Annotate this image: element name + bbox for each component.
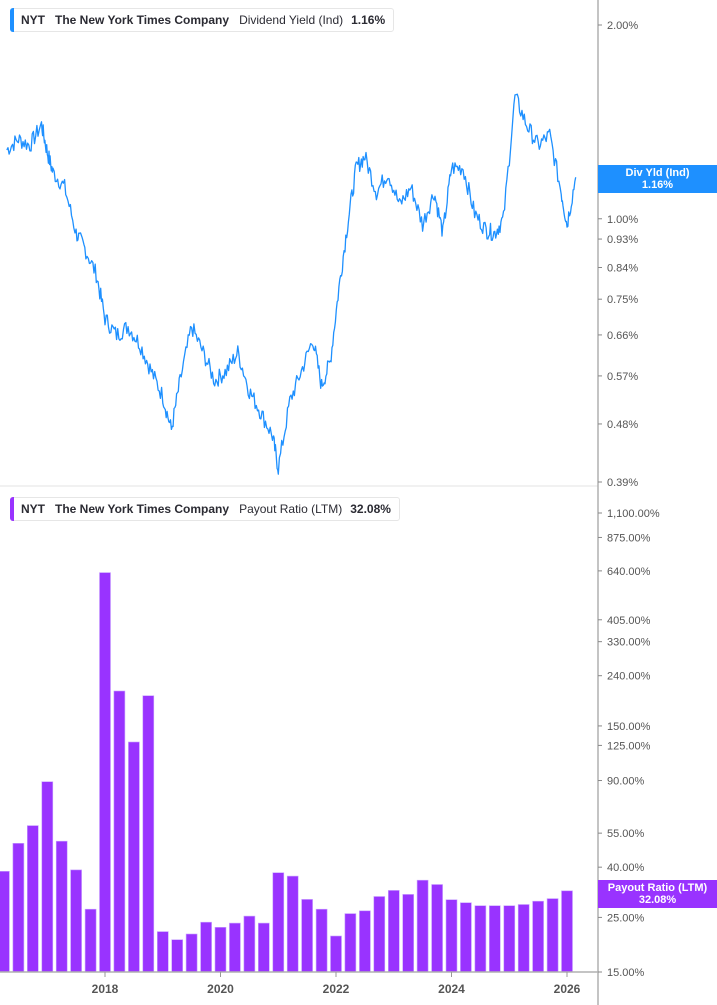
bar xyxy=(99,572,111,973)
bar xyxy=(301,899,313,973)
bar xyxy=(402,894,415,973)
y-axis-ticks: 2.00% 1.00% 0.93% 0.84% 0.75% 0.66% 0.57% 0.48%… xyxy=(598,20,660,979)
bar xyxy=(171,939,183,973)
bar xyxy=(41,781,54,973)
dividend-yield-current-tag: Div Yld (Ind) 1.16% xyxy=(598,165,717,193)
bar xyxy=(12,842,25,973)
legend-ticker: NYT xyxy=(21,13,45,27)
y-tick-label: 40.00% xyxy=(607,862,645,874)
y-tick-label: 125.00% xyxy=(607,740,651,752)
y-tick-label: 240.00% xyxy=(607,671,651,683)
y-tick-label: 330.00% xyxy=(607,637,651,649)
bar xyxy=(431,884,443,973)
y-tick-label: 0.84% xyxy=(607,263,638,275)
y-tick-label: 1,100.00% xyxy=(607,508,660,520)
tag-label: Div Yld (Ind) xyxy=(625,167,690,179)
x-tick-label: 2020 xyxy=(207,982,234,996)
payout-ratio-current-tag: Payout Ratio (LTM) 32.08% xyxy=(598,880,717,908)
bar xyxy=(344,913,357,973)
legend-ticker: NYT xyxy=(21,502,45,516)
bar xyxy=(70,869,82,973)
y-tick-label: 90.00% xyxy=(607,776,645,788)
bar xyxy=(330,935,342,973)
x-tick-label: 2024 xyxy=(438,982,465,996)
bar xyxy=(445,899,458,973)
legend-value: 32.08% xyxy=(350,502,391,516)
bar xyxy=(272,872,285,973)
y-tick-label: 25.00% xyxy=(607,912,645,924)
bar xyxy=(503,905,516,973)
bar xyxy=(0,870,10,973)
payout-ratio-bars xyxy=(0,572,573,973)
dividend-yield-legend[interactable]: NYT The New York Times Company Dividend … xyxy=(10,8,395,32)
x-axis-ticks: 2018 2020 2022 2024 2026 xyxy=(92,972,581,996)
x-tick-label: 2018 xyxy=(92,982,119,996)
bar xyxy=(286,875,299,973)
y-tick-label: 1.00% xyxy=(607,214,638,226)
y-tick-label: 150.00% xyxy=(607,721,651,733)
y-tick-label: 55.00% xyxy=(607,828,645,840)
bar xyxy=(315,908,328,973)
y-tick-label: 15.00% xyxy=(607,967,645,979)
y-tick-label: 0.66% xyxy=(607,330,638,342)
bar xyxy=(185,933,198,973)
y-tick-label: 640.00% xyxy=(607,566,651,578)
y-tick-label: 405.00% xyxy=(607,615,651,627)
tag-value: 1.16% xyxy=(641,179,674,191)
y-tick-label: 875.00% xyxy=(607,532,651,544)
y-tick-label: 0.75% xyxy=(607,294,638,306)
bar xyxy=(84,908,97,973)
bar xyxy=(257,922,270,973)
bar xyxy=(460,902,472,973)
bar xyxy=(26,825,39,973)
bar xyxy=(229,922,241,973)
bar xyxy=(214,926,227,973)
legend-company: The New York Times Company xyxy=(55,502,230,516)
bar xyxy=(387,890,400,973)
bar xyxy=(546,898,559,973)
x-tick-label: 2026 xyxy=(554,982,581,996)
bar xyxy=(200,921,212,973)
legend-company: The New York Times Company xyxy=(55,13,230,27)
y-tick-label: 0.39% xyxy=(607,477,638,489)
bar xyxy=(373,896,386,973)
y-tick-label: 2.00% xyxy=(607,20,638,32)
bar xyxy=(517,904,530,973)
y-tick-label: 0.48% xyxy=(607,419,638,431)
bar xyxy=(113,690,126,973)
series-color-swatch xyxy=(10,8,14,32)
tag-label: Payout Ratio (LTM) xyxy=(607,882,708,894)
legend-metric: Dividend Yield (Ind) xyxy=(239,13,344,27)
y-tick-label: 0.93% xyxy=(607,234,638,246)
bar xyxy=(142,695,155,973)
legend-metric: Payout Ratio (LTM) xyxy=(239,502,343,516)
y-tick-label: 0.57% xyxy=(607,371,638,383)
bar xyxy=(55,840,68,973)
bar xyxy=(416,879,429,973)
bar xyxy=(157,931,169,973)
bar xyxy=(561,890,573,973)
tag-value: 32.08% xyxy=(638,894,677,906)
bar xyxy=(359,910,371,973)
dividend-yield-line xyxy=(6,93,577,475)
legend-value: 1.16% xyxy=(351,13,386,27)
bar xyxy=(474,905,487,973)
bar xyxy=(532,900,544,973)
bar xyxy=(243,915,256,973)
payout-ratio-legend[interactable]: NYT The New York Times Company Payout Ra… xyxy=(10,497,400,521)
series-color-swatch xyxy=(10,497,14,521)
bar xyxy=(488,905,501,973)
bar xyxy=(128,741,140,973)
x-tick-label: 2022 xyxy=(323,982,350,996)
